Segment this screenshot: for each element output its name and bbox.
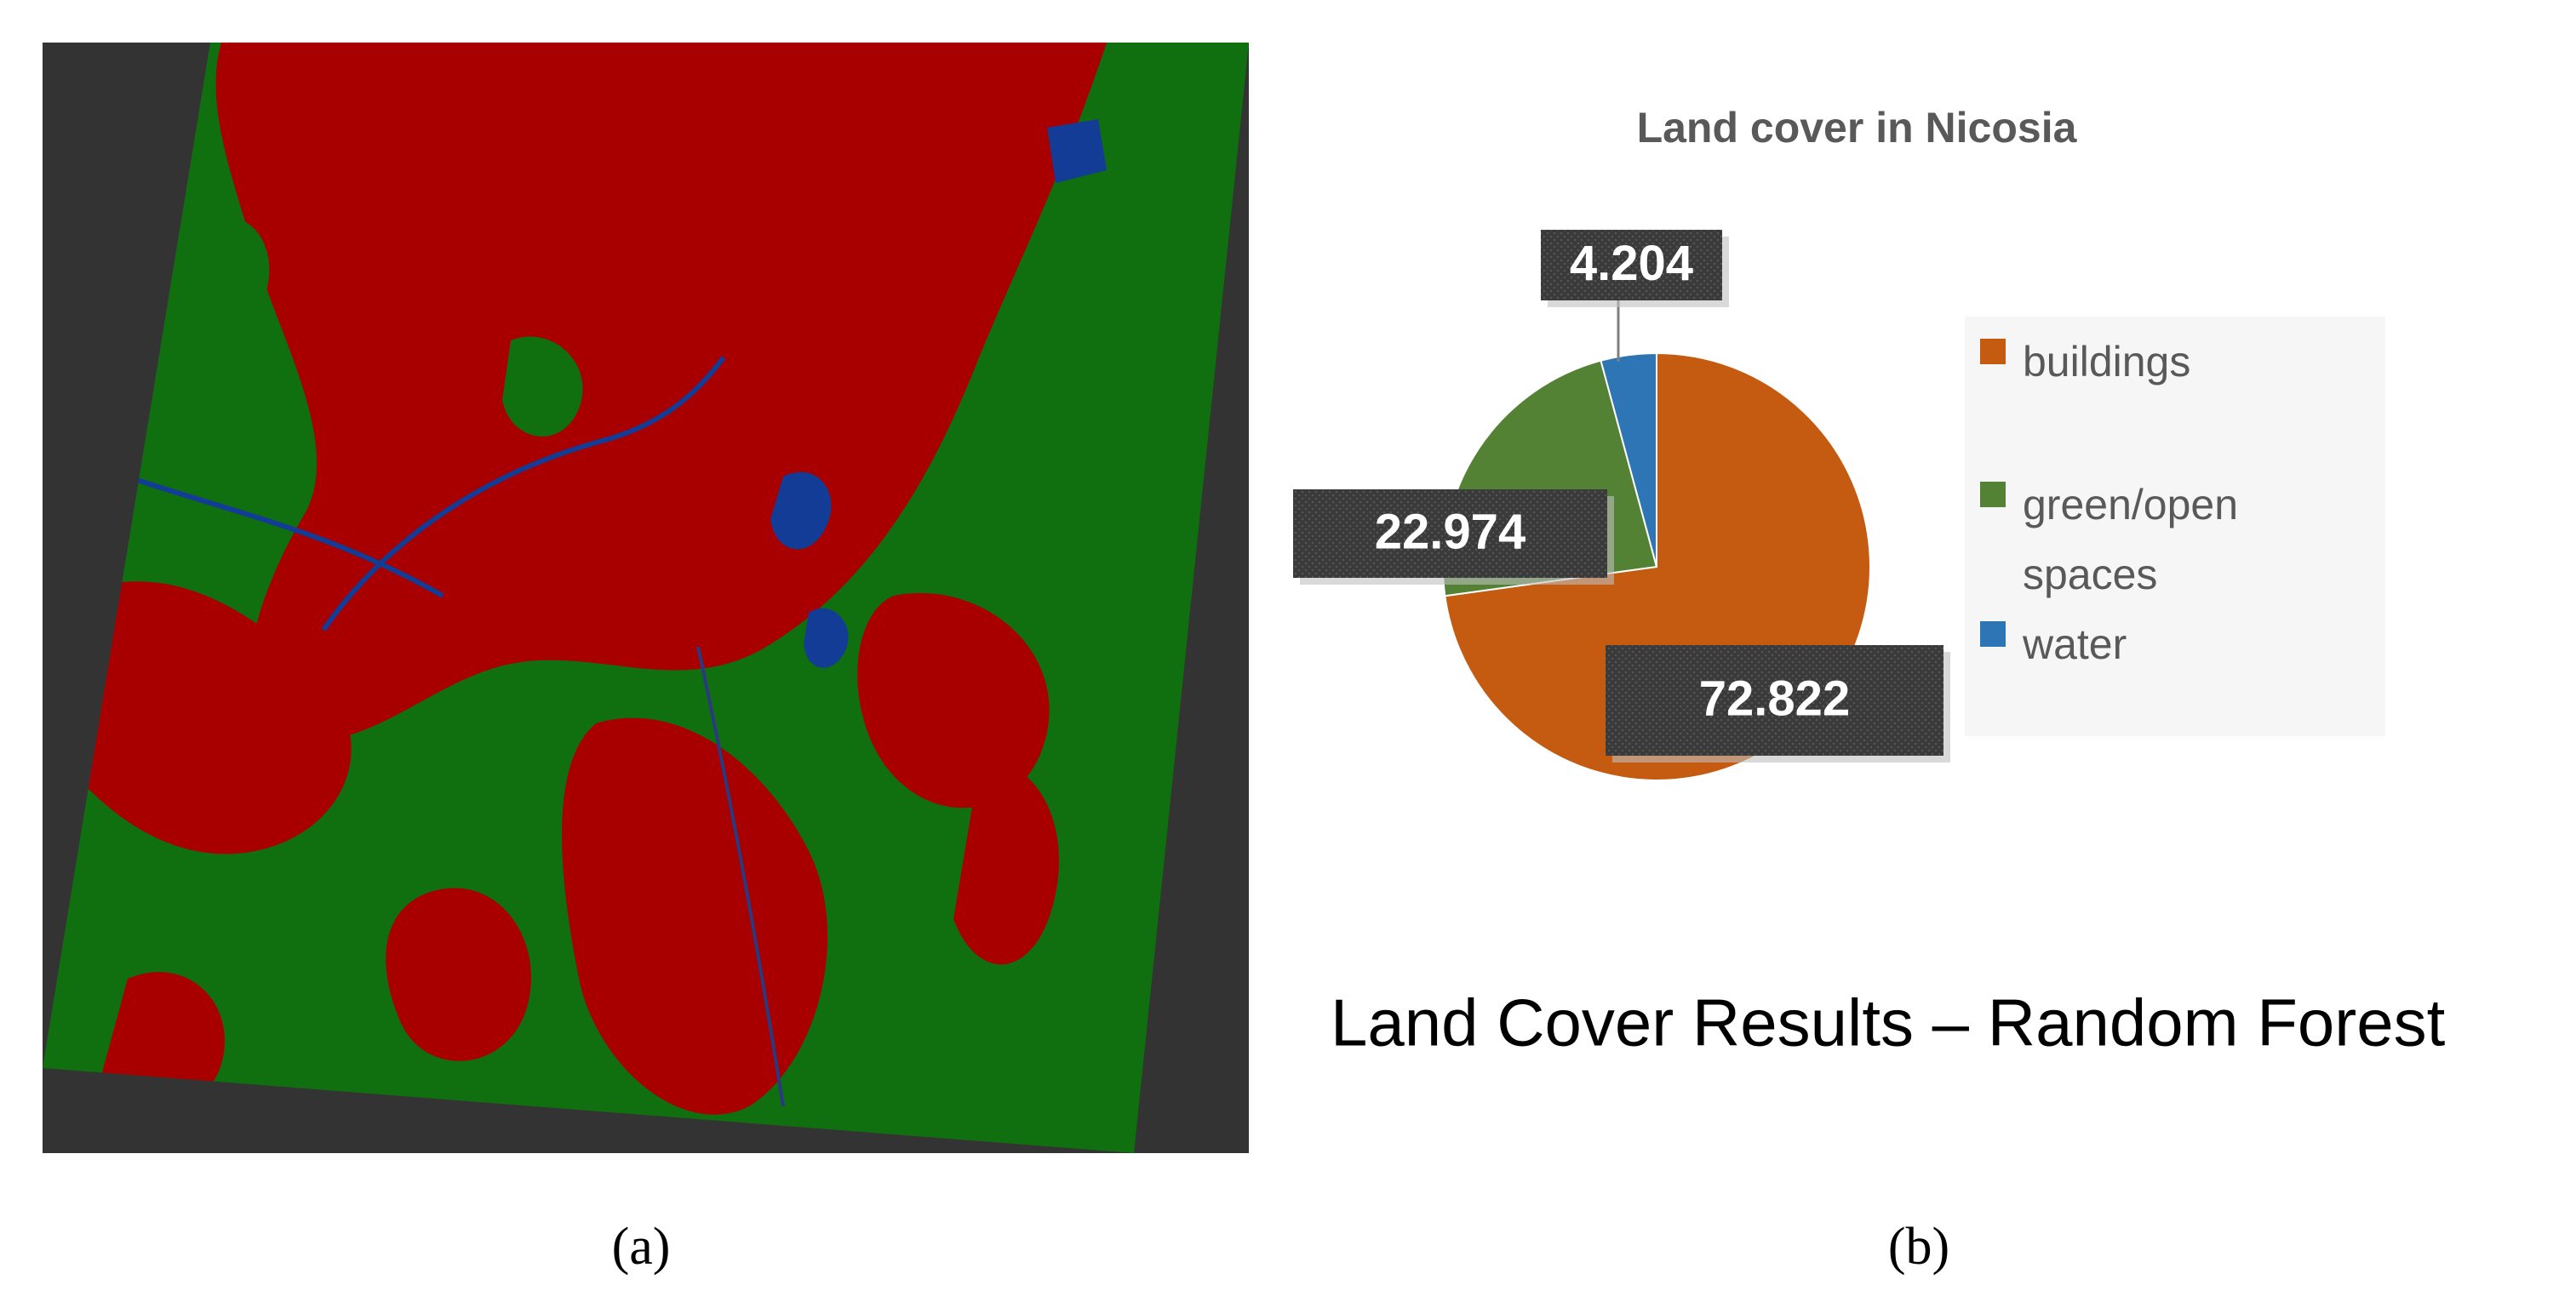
data-label: 4.204: [1570, 236, 1693, 291]
legend-item: water: [1980, 609, 2346, 679]
legend-item: buildings: [1980, 327, 2346, 397]
legend-swatch: [1980, 621, 2006, 647]
chart-title: Land cover in Nicosia: [1637, 104, 2078, 151]
panel-label: (a): [612, 1218, 671, 1276]
panel-label: (b): [1888, 1218, 1949, 1276]
data-label: 22.974: [1375, 504, 1526, 559]
legend-label: buildings: [2023, 338, 2191, 386]
classified-map: [43, 43, 1249, 1153]
legend-label: water: [2023, 620, 2127, 668]
caption: Land Cover Results – Random Forest: [1331, 985, 2446, 1060]
legend-swatch: [1980, 339, 2006, 364]
legend-label: green/open spaces: [2023, 481, 2239, 598]
label-box: [1541, 230, 1722, 300]
label-box: [1606, 645, 1943, 756]
data-label: 72.822: [1699, 671, 1850, 726]
pie-slice: [1600, 351, 1657, 568]
label-box: [1293, 489, 1607, 578]
legend-swatch: [1980, 482, 2006, 507]
data-labels: 72.822 22.974 4.204: [1293, 230, 1950, 763]
legend-item: green/open spaces: [1980, 470, 2346, 609]
legend: buildings green/open spaces water: [1965, 317, 2385, 736]
